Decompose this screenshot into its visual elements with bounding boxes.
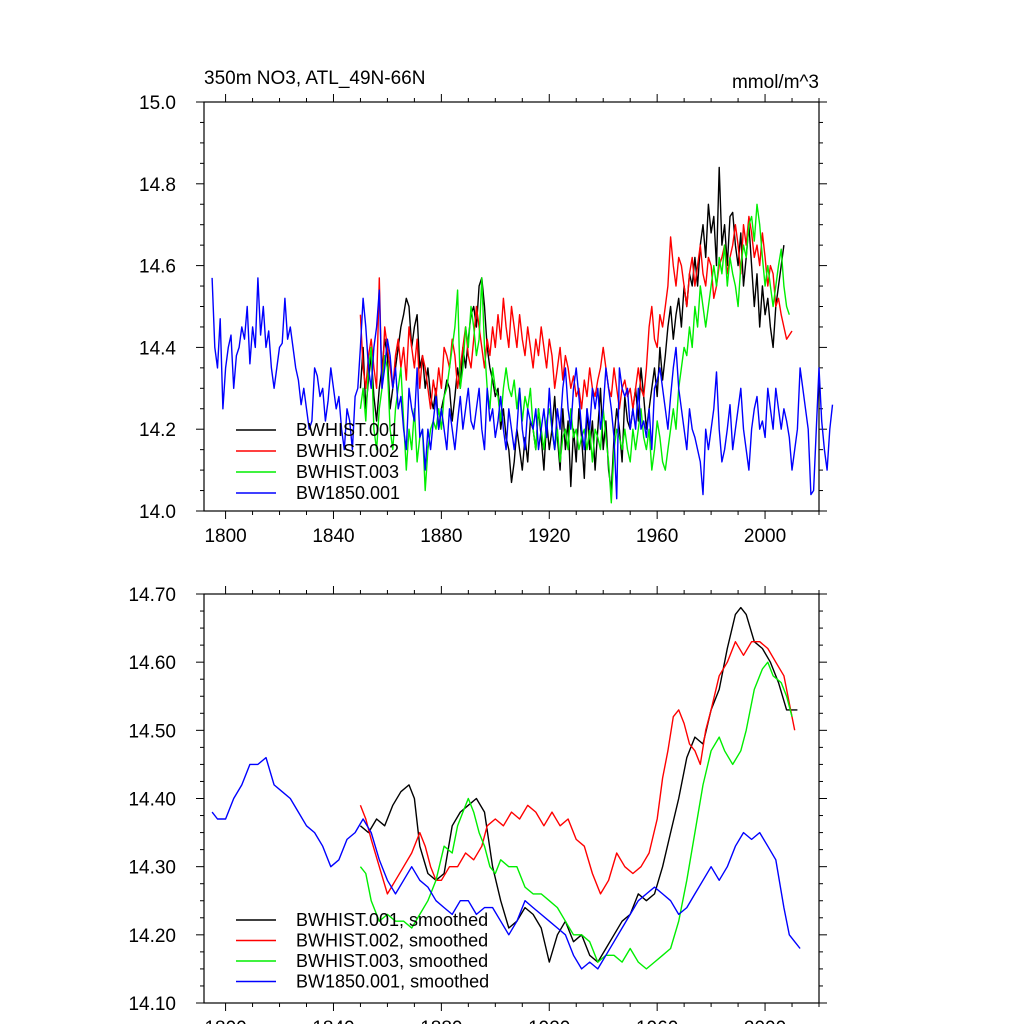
y-tick-label: 14.0 <box>139 502 176 523</box>
y-tick-label: 14.40 <box>128 790 176 811</box>
x-tick-label: 1920 <box>528 1018 570 1024</box>
y-tick-label: 14.2 <box>139 420 176 441</box>
legend-label: BWHIST.001 <box>296 420 399 440</box>
series-lines <box>211 166 834 504</box>
y-tick-label: 15.0 <box>139 93 176 114</box>
series-line <box>211 277 834 500</box>
x-tick-label: 1840 <box>312 1018 354 1024</box>
legend-label: BWHIST.002 <box>296 441 399 461</box>
legend-label: BW1850.001, smoothed <box>296 972 489 992</box>
units-label: mmol/m^3 <box>732 72 819 93</box>
series-line <box>359 203 790 504</box>
legend-label: BW1850.001 <box>296 483 400 503</box>
series-line <box>359 606 798 963</box>
x-tick-label: 1880 <box>420 1018 462 1024</box>
top-panel: 350m NO3, ATL_49N-66N mmol/m^3 1800 1840 1… <box>139 68 834 547</box>
y-tick-label: 14.50 <box>128 721 176 742</box>
x-tick-label: 1840 <box>312 526 354 547</box>
x-tick-label: 1800 <box>204 526 246 547</box>
axes: 1800 1840 1880 1920 1960 2000 14.0 14.2 14.4 14.6… <box>139 93 827 547</box>
x-tick-label: 2000 <box>744 526 786 547</box>
chart-title: 350m NO3, ATL_49N-66N <box>204 68 425 89</box>
series-line <box>359 641 796 895</box>
y-tick-label: 14.20 <box>128 926 176 947</box>
legend-label: BWHIST.002, smoothed <box>296 931 488 951</box>
y-tick-label: 14.30 <box>128 858 176 879</box>
x-tick-label: 1800 <box>204 1018 246 1024</box>
series-lines <box>211 606 801 970</box>
series-line <box>211 756 801 970</box>
legend-label: BWHIST.003, smoothed <box>296 951 488 971</box>
legend-label: BWHIST.001, smoothed <box>296 910 488 930</box>
x-tick-label: 2000 <box>744 1018 786 1024</box>
y-tick-label: 14.6 <box>139 257 176 278</box>
y-tick-label: 14.4 <box>139 338 176 359</box>
y-tick-label: 14.70 <box>128 585 176 606</box>
legend-label: BWHIST.003 <box>296 462 399 482</box>
axes: 1800 1840 1880 1920 1960 2000 14.10 14.20 14.30 1… <box>128 585 827 1024</box>
x-tick-label: 1880 <box>420 526 462 547</box>
y-tick-label: 14.10 <box>128 994 176 1015</box>
bottom-panel: 1800 1840 1880 1920 1960 2000 14.10 14.20 14.30 1… <box>128 585 827 1024</box>
y-tick-label: 14.60 <box>128 653 176 674</box>
x-tick-label: 1920 <box>528 526 570 547</box>
x-tick-label: 1960 <box>636 1018 678 1024</box>
series-line <box>359 661 793 970</box>
x-tick-label: 1960 <box>636 526 678 547</box>
y-tick-label: 14.8 <box>139 175 176 196</box>
